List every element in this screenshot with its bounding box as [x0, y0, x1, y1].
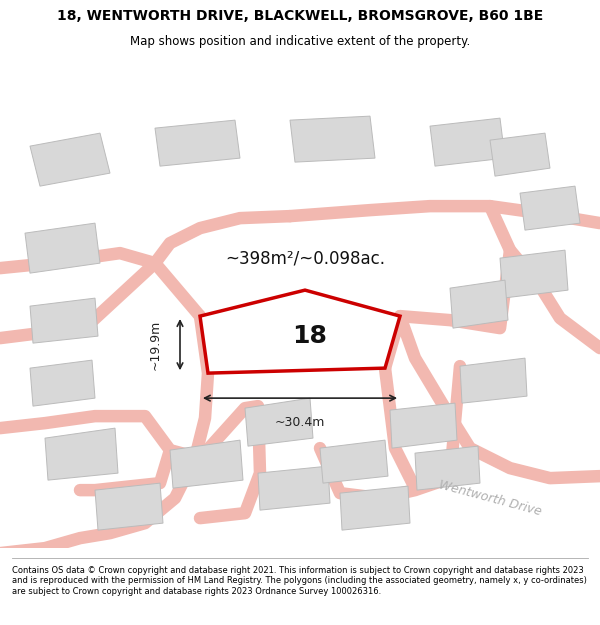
Polygon shape — [320, 440, 388, 483]
Polygon shape — [245, 398, 313, 446]
Polygon shape — [95, 483, 163, 530]
Polygon shape — [258, 466, 330, 510]
Text: ~398m²/~0.098ac.: ~398m²/~0.098ac. — [225, 249, 385, 267]
Polygon shape — [430, 118, 505, 166]
Polygon shape — [415, 446, 480, 490]
Text: 18, WENTWORTH DRIVE, BLACKWELL, BROMSGROVE, B60 1BE: 18, WENTWORTH DRIVE, BLACKWELL, BROMSGRO… — [57, 9, 543, 23]
Polygon shape — [290, 116, 375, 162]
Polygon shape — [30, 133, 110, 186]
Polygon shape — [390, 403, 457, 448]
Polygon shape — [30, 298, 98, 343]
Polygon shape — [460, 358, 527, 403]
Text: Map shows position and indicative extent of the property.: Map shows position and indicative extent… — [130, 35, 470, 48]
Text: 18: 18 — [293, 324, 328, 348]
Polygon shape — [25, 223, 100, 273]
Polygon shape — [30, 360, 95, 406]
Text: ~30.4m: ~30.4m — [275, 416, 325, 429]
Polygon shape — [170, 440, 243, 488]
Polygon shape — [45, 428, 118, 480]
Text: Contains OS data © Crown copyright and database right 2021. This information is : Contains OS data © Crown copyright and d… — [12, 566, 587, 596]
Polygon shape — [200, 290, 400, 373]
Text: Wentworth Drive: Wentworth Drive — [437, 478, 543, 518]
Polygon shape — [520, 186, 580, 230]
Polygon shape — [490, 133, 550, 176]
Polygon shape — [450, 280, 508, 328]
Polygon shape — [155, 120, 240, 166]
Polygon shape — [340, 486, 410, 530]
Polygon shape — [500, 250, 568, 298]
Text: ~19.9m: ~19.9m — [149, 319, 162, 370]
